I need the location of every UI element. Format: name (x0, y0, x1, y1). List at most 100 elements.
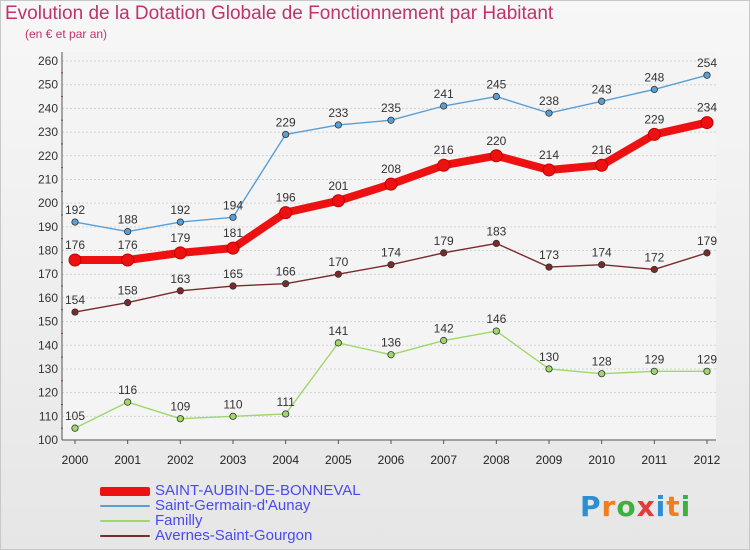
data-label: 142 (434, 322, 454, 336)
data-point (229, 213, 237, 221)
data-label: 116 (118, 383, 137, 397)
data-point (545, 263, 553, 271)
data-point (124, 398, 132, 406)
data-label: 179 (697, 234, 717, 248)
data-point (703, 249, 711, 257)
brand-letter: P (580, 490, 602, 523)
brand-letter: t (666, 490, 681, 523)
data-label: 208 (381, 162, 401, 176)
data-point (489, 149, 503, 163)
y-tick-label: 140 (38, 338, 58, 352)
y-tick-label: 150 (38, 315, 58, 329)
brand-logo: Proxiti (580, 490, 691, 523)
data-label: 109 (170, 400, 190, 414)
data-label: 163 (170, 272, 190, 286)
data-point (650, 265, 658, 274)
data-label: 233 (328, 106, 348, 120)
x-tick-label: 2012 (694, 453, 721, 467)
x-tick-label: 2011 (641, 453, 667, 467)
legend-label: Familly (155, 512, 203, 529)
data-label: 165 (223, 267, 243, 281)
data-point (68, 253, 82, 267)
legend-label: Saint-Germain-d'Aunay (155, 497, 311, 514)
data-label: 110 (223, 397, 242, 411)
plot-area (62, 52, 716, 440)
data-label: 188 (118, 213, 138, 227)
data-point (598, 261, 606, 269)
data-point (700, 116, 714, 130)
data-point (492, 239, 500, 247)
data-point (440, 336, 448, 345)
data-label: 141 (328, 324, 348, 338)
data-point (334, 339, 342, 347)
data-label: 214 (539, 148, 559, 162)
legend-label: SAINT-AUBIN-DE-BONNEVAL (155, 482, 361, 499)
x-tick-label: 2010 (588, 453, 615, 467)
data-label: 241 (434, 87, 454, 101)
data-label: 128 (592, 355, 612, 369)
y-tick-label: 250 (38, 78, 58, 92)
data-point (387, 116, 395, 124)
legend-swatch (100, 520, 150, 522)
data-label: 243 (592, 82, 612, 96)
data-point (71, 308, 79, 316)
data-point (542, 163, 556, 177)
brand-letter: i (680, 490, 692, 523)
data-label: 136 (381, 336, 401, 350)
data-label: 170 (328, 255, 348, 269)
data-point (492, 327, 500, 335)
data-point (124, 227, 132, 236)
data-label: 196 (276, 191, 296, 205)
data-label: 172 (644, 250, 664, 264)
data-label: 129 (644, 352, 664, 366)
data-point (331, 194, 345, 208)
data-point (226, 241, 240, 255)
data-label: 129 (697, 352, 717, 366)
x-tick-label: 2008 (483, 453, 510, 467)
data-point (595, 158, 609, 172)
y-tick-label: 210 (38, 172, 58, 186)
x-tick-label: 2000 (62, 453, 89, 467)
data-point (279, 206, 293, 220)
y-tick-label: 100 (38, 433, 58, 447)
data-label: 194 (223, 198, 243, 212)
chart-subtitle: (en € et par an) (25, 27, 108, 41)
data-label: 174 (381, 246, 401, 260)
data-point (492, 92, 500, 101)
x-tick-label: 2007 (430, 453, 457, 467)
data-point (703, 367, 711, 375)
data-label: 179 (434, 234, 454, 248)
data-point (71, 424, 79, 432)
data-point (176, 218, 184, 226)
x-tick-label: 2002 (167, 453, 194, 467)
data-label: 229 (276, 115, 296, 129)
y-tick-label: 170 (38, 267, 58, 281)
data-label: 254 (697, 56, 717, 70)
data-label: 183 (486, 224, 506, 238)
data-point (176, 287, 184, 295)
data-point (282, 130, 290, 139)
data-label: 166 (276, 265, 296, 279)
data-point (440, 249, 448, 257)
y-tick-label: 190 (38, 220, 58, 234)
data-point (124, 299, 132, 307)
data-point (650, 367, 658, 375)
data-label: 174 (592, 246, 612, 260)
data-label: 229 (644, 112, 664, 126)
data-point (437, 158, 451, 172)
data-point (176, 415, 184, 423)
data-label: 248 (644, 70, 664, 84)
legend-swatch (100, 505, 150, 507)
data-point (334, 270, 342, 278)
data-label: 130 (539, 350, 559, 364)
data-label: 235 (381, 101, 401, 115)
x-tick-label: 2006 (378, 453, 405, 467)
y-tick-label: 130 (38, 362, 58, 376)
data-point (703, 71, 711, 79)
data-point (598, 97, 606, 105)
data-point (121, 253, 135, 267)
data-point (282, 280, 290, 288)
data-point (545, 109, 553, 117)
chart-title: Evolution de la Dotation Globale de Fonc… (5, 3, 554, 24)
data-point (282, 410, 290, 418)
